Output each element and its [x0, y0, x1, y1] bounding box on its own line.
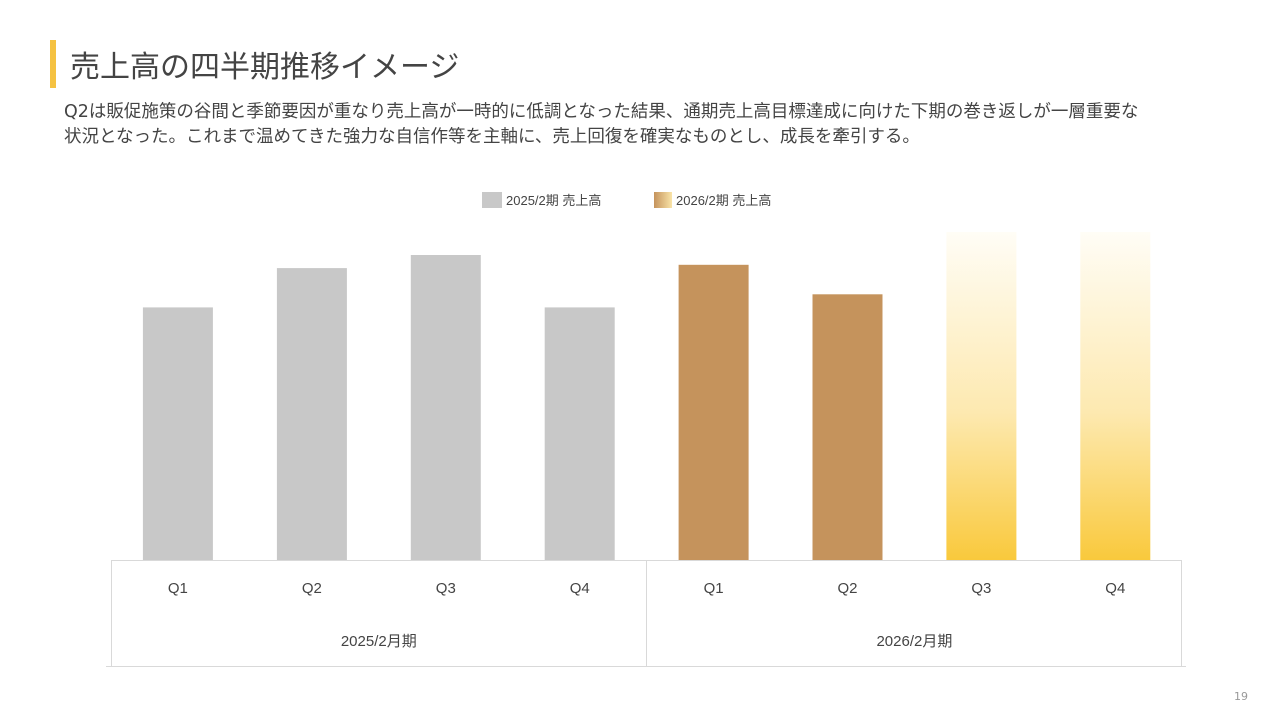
legend-label-2026: 2026/2期 売上高 [676, 193, 771, 208]
legend-swatch-2026 [654, 192, 672, 208]
chart-legend: 2025/2期 売上高 2026/2期 売上高 [482, 192, 771, 208]
bar-1-q2 [276, 268, 347, 560]
bar-2-q1 [678, 264, 749, 560]
bar-2-q2 [812, 294, 883, 560]
group-label-1: 2025/2月期 [341, 633, 417, 650]
description: Q2は販促施策の谷間と季節要因が重なり売上高が一時的に低調となった結果、通期売上… [64, 100, 1274, 150]
bar-chart: 2025/2期 売上高 2026/2期 売上高 Q1 Q2 Q3 Q4 Q1 Q2 Q3 Q4… [106, 192, 1186, 667]
category-label-1-q4: Q4 [570, 580, 590, 597]
legend-swatch-2025 [482, 192, 502, 208]
category-label-1-q2: Q2 [302, 580, 322, 597]
category-label-2-q1: Q1 [704, 580, 724, 597]
category-labels: Q1 Q2 Q3 Q4 Q1 Q2 Q3 Q4 [168, 580, 1125, 597]
category-label-2-q3: Q3 [971, 580, 991, 597]
category-label-1-q1: Q1 [168, 580, 188, 597]
category-label-2-q4: Q4 [1105, 580, 1125, 597]
title-accent-bar [50, 40, 56, 88]
legend-label-2025: 2025/2期 売上高 [506, 193, 601, 208]
page-number: 19 [1234, 690, 1248, 703]
description-line-1: Q2は販促施策の谷間と季節要因が重なり売上高が一時的に低調となった結果、通期売上… [64, 102, 1139, 122]
group-labels: 2025/2月期 2026/2月期 [341, 633, 952, 650]
category-axis-table [106, 560, 1186, 667]
bar-2-q3 [946, 232, 1017, 560]
bar-1-q4 [544, 307, 615, 560]
bar-series [142, 232, 1151, 560]
category-label-2-q2: Q2 [837, 580, 857, 597]
page-title: 売上高の四半期推移イメージ [70, 50, 460, 85]
bar-2-q4 [1080, 232, 1151, 560]
category-label-1-q3: Q3 [436, 580, 456, 597]
bar-1-q3 [410, 255, 481, 560]
bar-1-q1 [142, 307, 213, 560]
description-line-2: 状況となった。これまで温めてきた強力な自信作等を主軸に、売上回復を確実なものとし… [64, 127, 920, 147]
group-label-2: 2026/2月期 [876, 633, 952, 650]
